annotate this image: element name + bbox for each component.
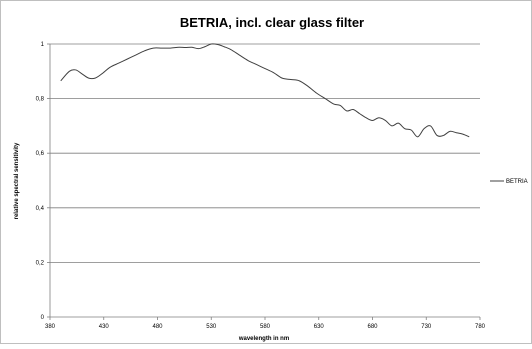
x-tick-label: 430 [99, 324, 110, 330]
x-axis-title: wavelength in nm [238, 336, 289, 342]
x-tick-label: 480 [152, 324, 163, 330]
x-tick-label: 530 [206, 324, 217, 330]
chart-title: BETRIA, incl. clear glass filter [180, 15, 364, 30]
x-tick-label: 680 [367, 324, 378, 330]
y-axis-title: relative spectral sensitivity [14, 142, 20, 219]
y-tick-label: 0,4 [36, 206, 45, 212]
x-tick-label: 580 [260, 324, 271, 330]
legend-label-betria: BETRIA [506, 179, 528, 185]
x-tick-label: 380 [45, 324, 56, 330]
y-tick-label: 0,8 [36, 97, 45, 103]
x-tick-label: 780 [475, 324, 486, 330]
x-tick-label: 630 [314, 324, 325, 330]
y-tick-label: 0,6 [36, 151, 45, 157]
y-tick-label: 0,2 [36, 260, 45, 266]
x-tick-label: 730 [421, 324, 432, 330]
